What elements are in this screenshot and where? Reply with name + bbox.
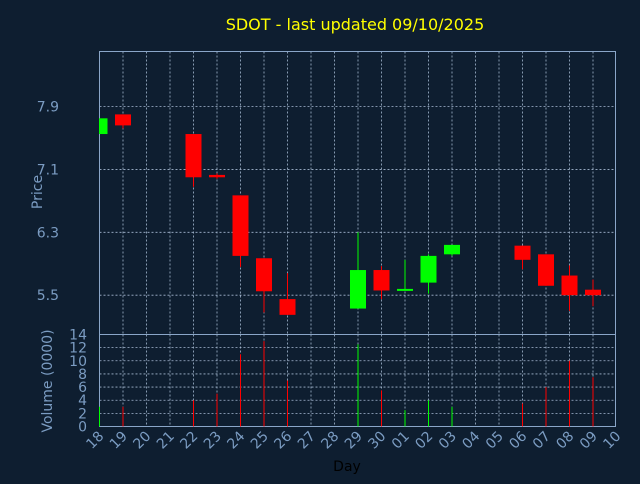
candle-body: [256, 258, 272, 292]
price-grid: [99, 51, 616, 335]
candle-body: [350, 270, 366, 309]
volume-tick-label: 8: [78, 367, 87, 383]
price-tick-label: 6.3: [37, 225, 59, 241]
price-axis-title: Price: [30, 175, 46, 209]
price-tick-label: 7.1: [37, 162, 59, 178]
volume-tick-label: 4: [78, 393, 87, 409]
x-axis-ticks: 18 19 20 21 22 23 24 25 26 27 28 29 30 01 02 03 04 05 06 07…: [83, 428, 624, 452]
candle-body: [420, 255, 437, 283]
volume-bars: [99, 341, 594, 427]
volume-tick-label: 2: [78, 406, 87, 422]
price-tick-label: 5.5: [37, 288, 59, 304]
chart-title: SDOT - last updated 09/10/2025: [226, 15, 485, 34]
x-axis-title: Day: [333, 459, 361, 475]
price-tick-label: 7.9: [37, 100, 59, 116]
candle-body: [279, 299, 296, 315]
candle-body: [185, 134, 202, 178]
candle-body: [514, 245, 531, 260]
price-axis-ticks: 5.5 6.3 7.1 7.9: [37, 100, 59, 305]
candle-body: [209, 174, 225, 178]
candle-body: [397, 288, 413, 291]
volume-axis-title: Volume (0000): [40, 329, 56, 432]
candle-body: [444, 244, 460, 255]
candle-body: [585, 289, 601, 296]
candle-body: [538, 254, 554, 286]
candle-body: [373, 270, 390, 291]
candle-body: [232, 195, 249, 256]
volume-tick-label: 0: [78, 420, 87, 436]
volume-tick-label: 14: [69, 328, 87, 344]
candle-body: [115, 114, 131, 126]
candle-body: [99, 118, 108, 135]
candle-body: [561, 275, 578, 296]
candles: [99, 114, 601, 315]
volume-tick-label: 12: [69, 341, 87, 357]
volume-tick-label: 6: [78, 380, 87, 396]
volume-tick-label: 10: [69, 354, 87, 370]
